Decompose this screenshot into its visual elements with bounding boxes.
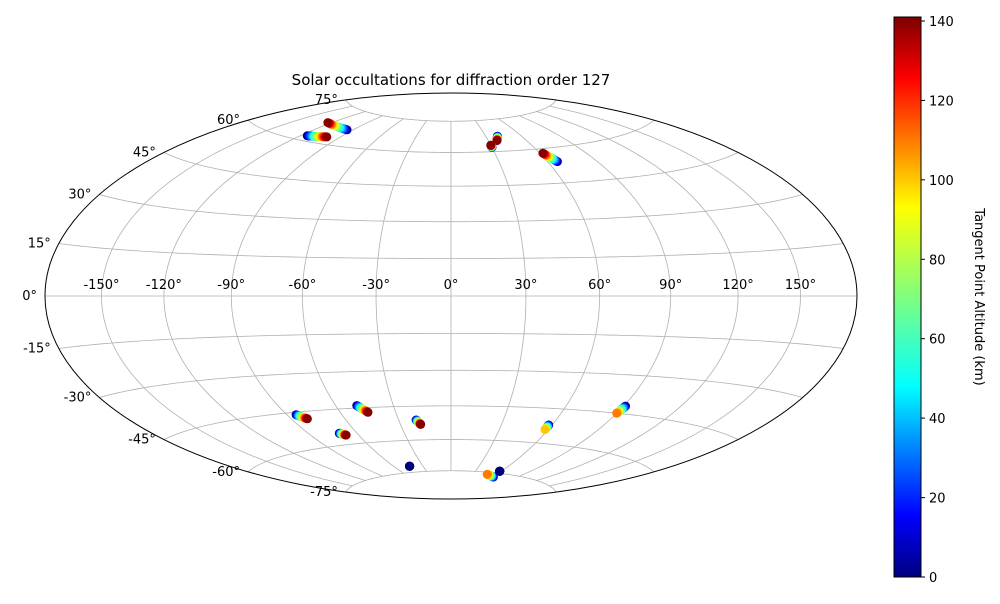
x-tick-label: -150° <box>83 278 119 293</box>
parallel-gridline <box>163 152 739 187</box>
grid-layer <box>45 99 857 493</box>
x-tick-label: 30° <box>514 278 537 293</box>
x-tick-label: 0° <box>444 278 459 293</box>
data-point <box>540 425 550 434</box>
x-tick-label: 150° <box>785 278 816 293</box>
colorbar-tick-label: 0 <box>929 571 937 586</box>
parallel-gridline <box>345 99 557 122</box>
data-point <box>341 430 351 440</box>
y-tick-label: -30° <box>64 391 92 406</box>
parallel-gridline <box>247 119 655 153</box>
y-tick-label: -75° <box>310 485 338 500</box>
data-points <box>291 118 630 482</box>
parallel-gridline <box>163 405 739 440</box>
x-tick-label: 90° <box>659 278 682 293</box>
data-point <box>538 148 548 158</box>
colorbar-tick-label: 140 <box>929 15 954 30</box>
colorbar-tick-label: 120 <box>929 94 954 109</box>
y-tick-label: 45° <box>133 146 156 161</box>
y-tick-label: 75° <box>315 93 338 108</box>
chart-title: Solar occultations for diffraction order… <box>292 71 611 89</box>
y-tick-labels: 75°60°45°30°15°0°-15°-30°-45°-60°-75° <box>22 93 338 500</box>
data-point <box>492 136 502 146</box>
data-point <box>416 419 426 429</box>
colorbar-label: Tangent Point Altitude (km) <box>971 207 986 385</box>
x-tick-label: -120° <box>146 278 182 293</box>
x-tick-label: -60° <box>289 278 317 293</box>
y-tick-label: -45° <box>128 433 156 448</box>
colorbar <box>893 16 922 578</box>
data-point <box>323 118 333 128</box>
colorbar-ticks: 0 20 40 60 80 100 120 140 <box>921 15 954 586</box>
y-tick-label: -60° <box>212 465 240 480</box>
parallel-gridline <box>247 439 655 473</box>
data-point <box>495 466 505 476</box>
data-point <box>302 414 312 424</box>
parallel-gridline <box>345 470 557 493</box>
y-tick-label: 15° <box>28 237 51 252</box>
colorbar-tick-label: 40 <box>929 412 946 427</box>
y-tick-label: 30° <box>68 188 91 203</box>
parallel-gridline <box>58 243 844 259</box>
data-point <box>482 469 492 479</box>
x-tick-label: 60° <box>588 278 611 293</box>
data-point <box>405 461 415 471</box>
parallel-gridline <box>58 333 844 349</box>
x-tick-label: -30° <box>362 278 390 293</box>
data-point <box>322 132 332 142</box>
x-tick-label: 120° <box>722 278 753 293</box>
y-tick-label: 0° <box>22 289 37 304</box>
x-tick-label: -90° <box>217 278 245 293</box>
parallel-gridline <box>99 194 803 223</box>
y-tick-label: -15° <box>23 342 51 357</box>
parallel-gridline <box>99 369 803 398</box>
colorbar-tick-label: 80 <box>929 253 946 268</box>
data-point <box>363 407 373 417</box>
map-boundary <box>44 92 858 500</box>
x-tick-labels: -150° -120° -90° -60° -30° 0° 30° 60° 90° 120° 150… <box>83 278 816 293</box>
colorbar-tick-label: 20 <box>929 492 946 507</box>
data-point <box>486 140 496 150</box>
data-point <box>612 408 622 418</box>
colorbar-tick-label: 100 <box>929 174 954 189</box>
colorbar-tick-label: 60 <box>929 333 946 348</box>
